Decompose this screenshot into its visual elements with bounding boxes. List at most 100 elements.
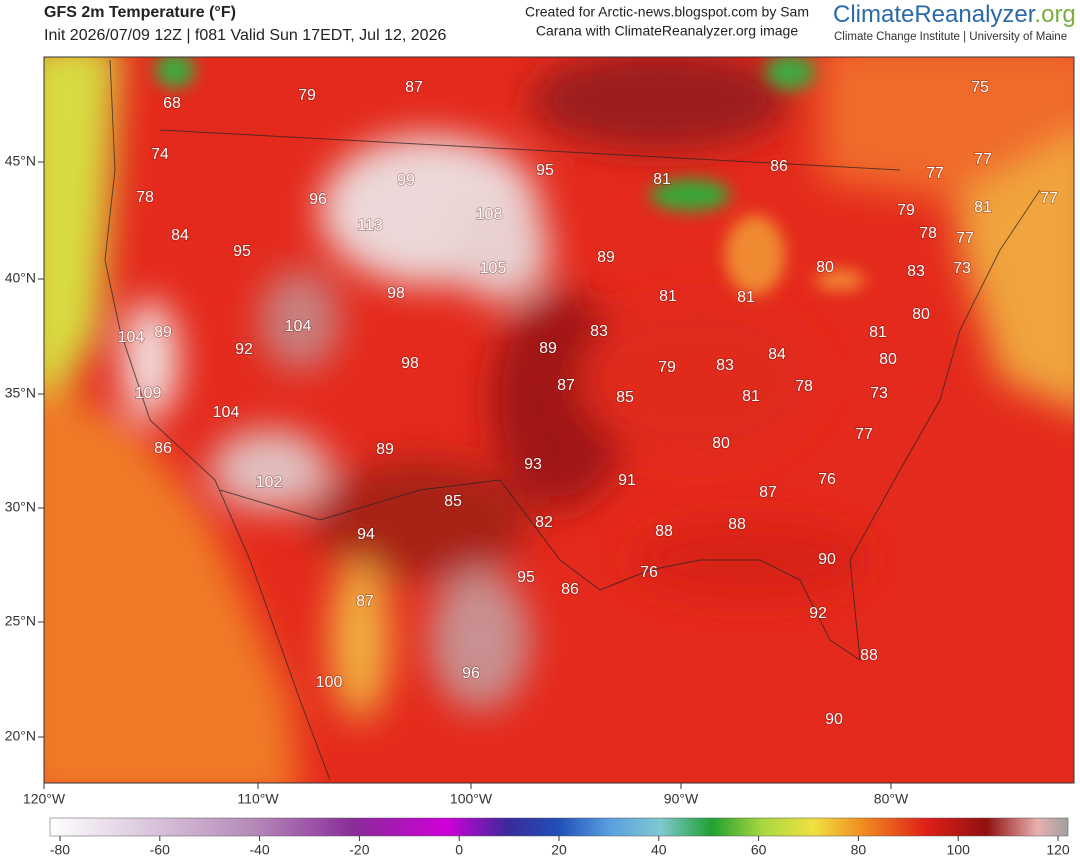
temperature-label: 81: [737, 289, 755, 306]
temperature-label: 80: [712, 435, 730, 452]
temperature-label: 100: [316, 674, 343, 691]
temperature-label: 88: [655, 523, 673, 540]
temperature-label: 89: [376, 441, 394, 458]
colorbar-tick-label: 20: [551, 842, 567, 858]
temperature-label: 95: [536, 162, 554, 179]
temperature-label: 80: [816, 259, 834, 276]
temperature-label: 85: [616, 389, 634, 406]
logo-tagline: Climate Change Institute | University of…: [834, 31, 1067, 43]
temperature-label: 78: [136, 189, 154, 206]
temperature-label: 78: [919, 225, 937, 242]
temperature-label: 87: [759, 484, 777, 501]
colorbar-tick-label: 100: [947, 842, 971, 858]
temperature-label: 79: [298, 87, 316, 104]
temperature-label: 68: [163, 95, 181, 112]
colorbar-tick-label: -60: [150, 842, 170, 858]
map: [44, 57, 1074, 783]
temperature-label: 88: [860, 647, 878, 664]
temperature-label: 104: [285, 318, 312, 335]
temperature-label: 77: [926, 165, 944, 182]
temperature-label: 96: [462, 665, 480, 682]
temperature-label: 80: [912, 306, 930, 323]
latitude-label: 45°N: [5, 153, 36, 169]
temperature-label: 108: [476, 206, 503, 223]
temperature-label: 89: [597, 249, 615, 266]
colorbar-tick-label: -20: [349, 842, 369, 858]
temperature-label: 81: [974, 199, 992, 216]
temperature-label: 73: [870, 385, 888, 402]
latitude-label: 20°N: [5, 728, 36, 744]
logo: ClimateReanalyzer.org: [833, 1, 1076, 28]
latitude-label: 35°N: [5, 385, 36, 401]
temperature-label: 93: [524, 456, 542, 473]
temperature-label: 84: [171, 227, 189, 244]
temperature-label: 79: [658, 359, 676, 376]
colorbar-tick-label: 60: [751, 842, 767, 858]
temperature-label: 80: [879, 351, 897, 368]
longitude-label: 100°W: [450, 791, 493, 807]
temperature-label: 78: [795, 378, 813, 395]
temperature-label: 86: [154, 440, 172, 457]
temperature-label: 77: [956, 230, 974, 247]
credit: Carana with ClimateReanalyzer.org image: [536, 23, 798, 39]
temperature-label: 81: [869, 324, 887, 341]
temperature-label: 83: [907, 263, 925, 280]
temperature-label: 91: [618, 472, 636, 489]
temperature-label: 96: [309, 191, 327, 208]
temperature-label: 104: [213, 404, 240, 421]
temperature-label: 83: [716, 357, 734, 374]
latitude-label: 40°N: [5, 270, 36, 286]
title: GFS 2m Temperature (°F): [44, 4, 236, 21]
temperature-label: 89: [154, 324, 172, 341]
longitude-label: 90°W: [664, 791, 699, 807]
temperature-label: 102: [256, 474, 283, 491]
temperature-label: 84: [768, 346, 786, 363]
temperature-label: 98: [401, 355, 419, 372]
longitude-label: 120°W: [23, 791, 66, 807]
colorbar: [49, 817, 1069, 837]
temperature-label: 83: [590, 323, 608, 340]
temperature-label: 92: [235, 341, 253, 358]
temperature-label: 104: [118, 329, 145, 346]
temperature-label: 81: [653, 171, 671, 188]
colorbar-tick-label: 0: [455, 842, 463, 858]
temperature-label: 77: [855, 426, 873, 443]
subtitle: Init 2026/07/09 12Z | f081 Valid Sun 17E…: [44, 27, 446, 44]
colorbar-tick-label: -40: [249, 842, 269, 858]
credit: Created for Arctic-news.blogspot.com by …: [525, 4, 809, 20]
temperature-label: 87: [356, 593, 374, 610]
longitude-label: 80°W: [874, 791, 909, 807]
latitude-label: 30°N: [5, 499, 36, 515]
temperature-label: 76: [818, 471, 836, 488]
colorbar-tick-label: -80: [50, 842, 70, 858]
temperature-label: 95: [233, 243, 251, 260]
temperature-label: 98: [387, 285, 405, 302]
temperature-label: 73: [953, 260, 971, 277]
logo-suffix: .org: [1034, 1, 1075, 28]
temperature-label: 86: [770, 158, 788, 175]
temperature-label: 113: [357, 217, 383, 234]
temperature-label: 81: [659, 288, 677, 305]
longitude-label: 110°W: [237, 791, 279, 807]
temperature-label: 99: [397, 172, 415, 189]
temperature-label: 87: [405, 79, 423, 96]
temperature-label: 105: [480, 260, 507, 277]
logo-name: ClimateReanalyzer: [833, 1, 1036, 28]
colorbar-tick-label: 120: [1046, 842, 1070, 858]
temperature-label: 109: [135, 385, 162, 402]
temperature-label: 77: [1040, 190, 1058, 207]
map-frame: [43, 56, 1075, 784]
temperature-label: 92: [809, 605, 827, 622]
temperature-label: 79: [897, 202, 915, 219]
temperature-label: 95: [517, 569, 535, 586]
temperature-label: 75: [971, 79, 989, 96]
temperature-label: 85: [444, 493, 462, 510]
temperature-label: 89: [539, 340, 557, 357]
temperature-label: 77: [974, 151, 992, 168]
temperature-label: 82: [535, 514, 553, 531]
temperature-label: 86: [561, 581, 579, 598]
temperature-label: 94: [357, 526, 375, 543]
latitude-label: 25°N: [5, 613, 36, 629]
temperature-label: 90: [818, 551, 836, 568]
